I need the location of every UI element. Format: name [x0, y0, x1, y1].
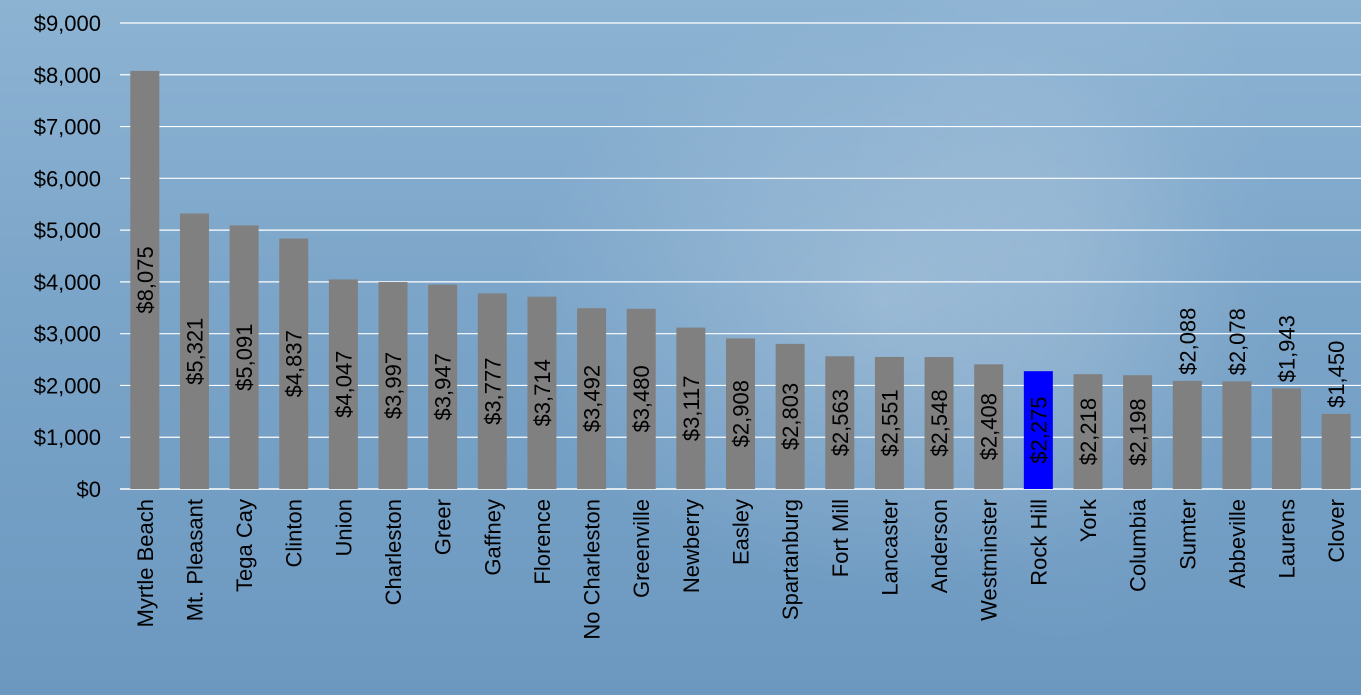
y-tick-label: $0	[77, 477, 101, 502]
data-label: $2,548	[927, 389, 952, 456]
data-label: $2,803	[778, 383, 803, 450]
data-label: $3,947	[431, 353, 456, 420]
y-tick-label: $2,000	[34, 373, 101, 398]
data-label: $2,198	[1126, 398, 1151, 465]
x-tick-label: Fort Mill	[828, 499, 853, 577]
x-tick-label: Anderson	[927, 499, 952, 593]
x-tick-label: Abbeville	[1225, 499, 1250, 588]
x-tick-label: Clinton	[282, 499, 307, 567]
bar	[1322, 414, 1351, 489]
data-label: $3,997	[381, 352, 406, 419]
y-tick-label: $4,000	[34, 270, 101, 295]
data-label: $3,492	[580, 365, 605, 432]
y-tick-label: $1,000	[34, 425, 101, 450]
x-tick-label: Lancaster	[877, 499, 902, 596]
data-label: $2,563	[828, 389, 853, 456]
x-tick-label: Union	[331, 499, 356, 556]
data-label: $3,117	[679, 375, 704, 441]
x-tick-label: Newberry	[679, 499, 704, 593]
x-tick-label: Florence	[530, 499, 555, 585]
x-tick-label: Spartanburg	[778, 499, 803, 620]
data-label: $3,714	[530, 359, 555, 426]
data-label: $2,275	[1026, 396, 1051, 463]
data-label: $2,218	[1076, 398, 1101, 465]
y-axis: $0 $1,000 $2,000 $3,000 $4,000 $5,000 $6,000 $7…	[34, 11, 101, 502]
x-tick-label: Easley	[729, 499, 754, 565]
x-tick-label: Mt. Pleasant	[182, 499, 207, 621]
y-tick-label: $5,000	[34, 218, 101, 243]
bar	[1173, 381, 1202, 489]
y-tick-label: $6,000	[34, 166, 101, 191]
x-tick-label: Tega Cay	[232, 499, 257, 592]
data-label: $2,088	[1175, 308, 1200, 375]
x-tick-label: Laurens	[1275, 499, 1300, 579]
x-tick-label: Rock Hill	[1026, 499, 1051, 586]
x-tick-label: Greenville	[629, 499, 654, 598]
x-tick-label: York	[1076, 498, 1101, 542]
x-tick-label: Greer	[431, 499, 456, 555]
x-tick-label: Clover	[1324, 499, 1349, 563]
y-tick-label: $9,000	[34, 11, 101, 36]
bar	[1272, 388, 1301, 489]
x-tick-label: Charleston	[381, 499, 406, 605]
data-label: $5,321	[182, 318, 207, 385]
data-label: $2,551	[877, 389, 902, 456]
y-tick-label: $3,000	[34, 322, 101, 347]
data-label: $4,837	[282, 330, 307, 397]
x-tick-label: Myrtle Beach	[133, 499, 158, 627]
y-tick-label: $8,000	[34, 63, 101, 88]
data-label: $5,091	[232, 324, 257, 391]
bar	[1222, 381, 1251, 489]
x-tick-label: Columbia	[1126, 498, 1151, 592]
x-tick-label: No Charleston	[580, 499, 605, 640]
data-label: $3,777	[480, 358, 505, 425]
data-label: $8,075	[133, 246, 158, 313]
data-label: $1,943	[1275, 315, 1300, 382]
data-label: $2,408	[977, 393, 1002, 460]
data-label: $2,908	[729, 380, 754, 447]
x-tick-label: Gaffney	[480, 499, 505, 576]
x-tick-label: Westminster	[977, 499, 1002, 621]
x-axis: Myrtle Beach Mt. Pleasant Tega Cay Clinton U…	[133, 498, 1349, 640]
data-label: $2,078	[1225, 308, 1250, 375]
data-label: $3,480	[629, 365, 654, 432]
x-tick-label: Sumter	[1175, 499, 1200, 570]
data-label: $4,047	[331, 351, 356, 418]
data-label: $1,450	[1324, 341, 1349, 408]
y-tick-label: $7,000	[34, 115, 101, 140]
